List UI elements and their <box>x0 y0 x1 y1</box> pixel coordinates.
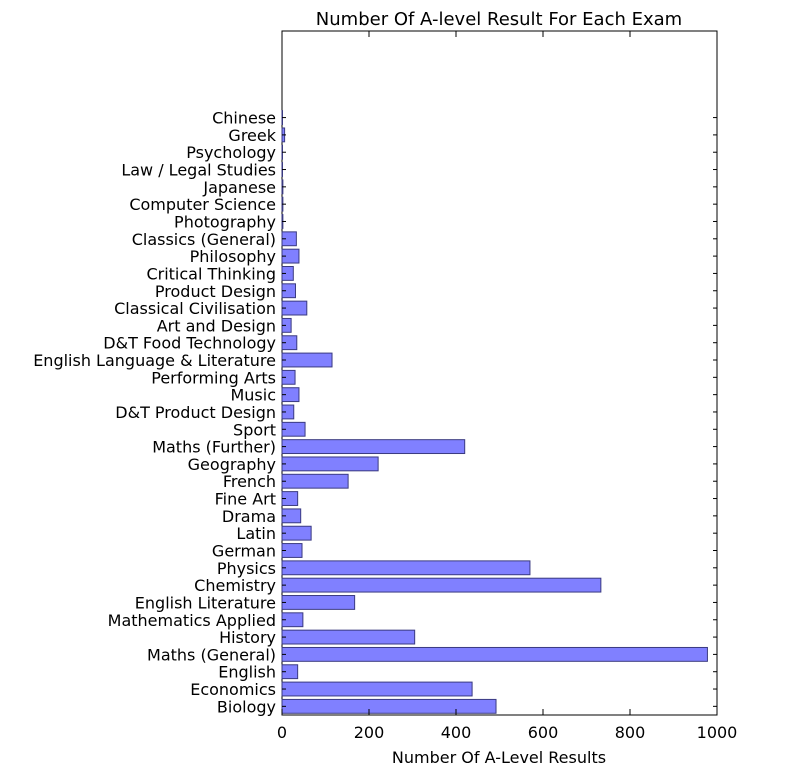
x-tick-label: 800 <box>615 723 646 742</box>
category-label: Photography <box>174 212 276 231</box>
category-label: Classical Civilisation <box>114 299 276 318</box>
bars-group <box>281 110 708 714</box>
category-label: Mathematics Applied <box>108 611 276 630</box>
bar <box>281 681 473 697</box>
category-label: Philosophy <box>190 247 276 266</box>
category-label: Law / Legal Studies <box>121 161 276 180</box>
chart-title: Number Of A-level Result For Each Exam <box>316 9 682 30</box>
bar <box>281 525 312 541</box>
bar <box>281 456 379 472</box>
x-tick-label: 200 <box>354 723 385 742</box>
category-label: Music <box>230 386 276 405</box>
category-label: Geography <box>188 455 276 474</box>
category-label: D&T Food Technology <box>103 334 276 353</box>
bar <box>281 595 356 610</box>
category-label: Computer Science <box>129 195 276 214</box>
category-label: Drama <box>222 507 276 526</box>
bar <box>281 646 708 662</box>
x-tick-label: 0 <box>277 723 287 742</box>
category-label: Latin <box>236 524 276 543</box>
category-label: English Literature <box>135 593 276 612</box>
bar <box>281 439 466 455</box>
x-tick-label: 600 <box>528 723 559 742</box>
category-label: Economics <box>190 680 276 699</box>
bar <box>281 473 349 489</box>
category-label: Physics <box>217 559 276 578</box>
category-label: Fine Art <box>215 490 276 509</box>
category-label: Greek <box>228 126 276 145</box>
y-ticks <box>282 117 717 707</box>
category-label: Sport <box>233 420 276 439</box>
category-label: Psychology <box>186 143 276 162</box>
category-label: History <box>219 628 276 647</box>
category-label: Biology <box>217 697 276 716</box>
category-label: Classics (General) <box>132 230 276 249</box>
category-label: French <box>223 472 276 491</box>
x-tick-label: 1000 <box>697 723 738 742</box>
category-label: Chemistry <box>194 576 276 595</box>
category-label: Critical Thinking <box>146 264 276 283</box>
bar <box>281 560 531 576</box>
plot-frame <box>281 30 718 716</box>
bar <box>281 629 416 645</box>
category-label: Maths (Further) <box>152 438 276 457</box>
category-label: Japanese <box>202 178 276 197</box>
bar <box>281 577 602 593</box>
category-label: Performing Arts <box>151 368 276 387</box>
x-tick-label: 400 <box>441 723 472 742</box>
bar <box>281 352 333 368</box>
category-label: Chinese <box>212 109 276 128</box>
category-label: German <box>212 541 276 560</box>
category-label: Art and Design <box>157 316 276 335</box>
category-label: English <box>218 663 276 682</box>
x-axis-label: Number Of A-Level Results <box>392 748 606 767</box>
category-label: Maths (General) <box>147 645 276 664</box>
x-ticks: 0 200 400 600 800 1000 <box>277 31 737 742</box>
bar <box>281 698 497 714</box>
category-label: English Language & Literature <box>33 351 276 370</box>
category-label: Product Design <box>155 282 276 301</box>
category-label: D&T Product Design <box>115 403 276 422</box>
